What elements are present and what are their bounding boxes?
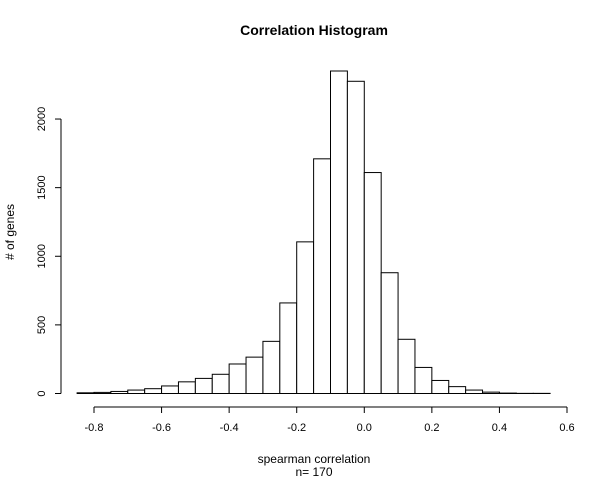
histogram-bar-4 xyxy=(144,388,163,395)
histogram-bar-14 xyxy=(313,158,331,394)
x-axis: -0.8 -0.6 -0.4 -0.2 0.0 0.2 0.4 0.6 xyxy=(85,406,575,434)
y-axis-label: # of genes xyxy=(3,204,17,260)
histogram-bar-0 xyxy=(76,392,95,394)
histogram-bar-16 xyxy=(346,80,365,394)
histogram-bar-9 xyxy=(228,363,247,394)
histogram-bar-8 xyxy=(211,373,230,395)
histogram-bar-17 xyxy=(363,172,382,394)
histogram-bar-18 xyxy=(380,272,399,395)
x-axis-label: spearman correlation xyxy=(258,452,371,466)
x-tick-label: -0.2 xyxy=(287,422,306,434)
histogram-bar-12 xyxy=(279,302,298,394)
y-tick-label: 0 xyxy=(36,390,48,396)
chart-title: Correlation Histogram xyxy=(240,22,388,38)
histogram-bar-1 xyxy=(93,391,112,394)
y-tick-label: 1500 xyxy=(36,175,48,199)
histogram-bar-7 xyxy=(194,377,213,394)
histogram-bar-6 xyxy=(177,381,196,394)
histogram-bar-11 xyxy=(262,340,281,395)
histogram-bar-15 xyxy=(330,70,348,394)
x-tick-label: 0.0 xyxy=(357,422,372,434)
histogram-bar-22 xyxy=(448,386,467,395)
y-axis: 0 500 1000 1500 2000 xyxy=(36,107,62,397)
histogram-bar-20 xyxy=(414,366,433,394)
histogram-bar-2 xyxy=(110,390,129,395)
x-tick-label: -0.4 xyxy=(220,422,239,434)
x-tick-label: 0.4 xyxy=(492,422,507,434)
histogram-bar-19 xyxy=(397,338,416,395)
histogram-bar-3 xyxy=(127,389,146,395)
histogram-bars xyxy=(76,70,551,395)
histogram-bar-24 xyxy=(482,391,500,395)
histogram-bar-13 xyxy=(296,241,315,394)
x-axis-sublabel: n= 170 xyxy=(295,465,332,479)
y-tick-label: 500 xyxy=(36,316,48,334)
x-tick-label: -0.6 xyxy=(152,422,171,434)
y-tick-label: 2000 xyxy=(36,107,48,131)
histogram-bar-21 xyxy=(431,379,450,394)
y-tick-label: 1000 xyxy=(36,244,48,268)
histogram-bar-10 xyxy=(245,356,264,395)
x-tick-label: -0.8 xyxy=(85,422,104,434)
histogram-bar-23 xyxy=(465,389,484,395)
x-tick-label: 0.6 xyxy=(559,422,574,434)
histogram-bar-5 xyxy=(161,385,179,395)
x-tick-label: 0.2 xyxy=(424,422,439,434)
